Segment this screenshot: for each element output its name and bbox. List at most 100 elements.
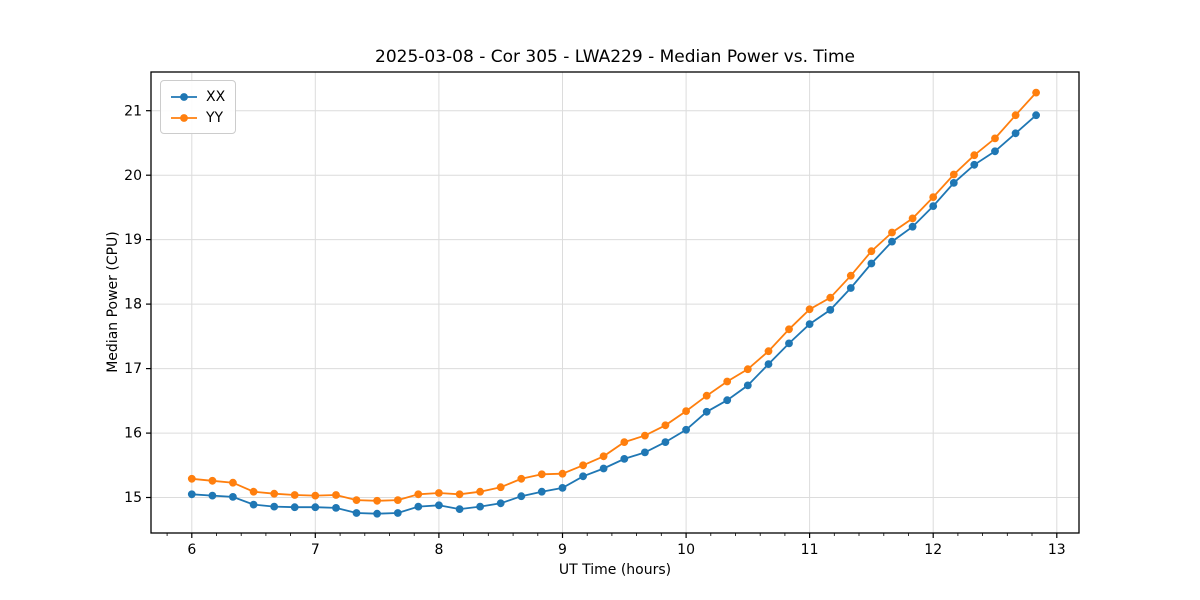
series-marker-yy [826, 293, 835, 302]
series-marker-yy [1011, 111, 1020, 120]
series-marker-yy [785, 325, 793, 334]
series-marker-xx [393, 509, 402, 517]
series-marker-xx [785, 339, 793, 348]
series-marker-yy [949, 170, 958, 179]
legend-marker-yy-icon [171, 113, 197, 122]
series-marker-yy [702, 391, 711, 400]
legend-label-yy: YY [206, 109, 224, 126]
series-marker-yy [393, 496, 402, 504]
series-marker-yy [496, 483, 505, 492]
series-marker-xx [1032, 111, 1040, 120]
legend: XX YY [160, 80, 237, 134]
legend-item-xx: XX [169, 86, 225, 107]
series-marker-xx [991, 147, 999, 156]
series-marker-xx [949, 179, 958, 187]
series-marker-xx [620, 455, 629, 463]
plot-frame [150, 71, 1080, 534]
chart-title: 2025-03-08 - Cor 305 - LWA229 - Median P… [375, 47, 855, 67]
series-marker-yy [579, 461, 587, 470]
x-tick-label: 9 [558, 542, 567, 558]
series-marker-xx [723, 396, 732, 405]
series-marker-yy [208, 476, 217, 485]
legend-marker-xx-icon [171, 92, 197, 101]
series-marker-yy [805, 305, 814, 314]
x-tick-label: 12 [924, 542, 942, 558]
series-marker-yy [435, 489, 443, 497]
series-marker-xx [661, 438, 670, 446]
series-marker-xx [826, 306, 835, 314]
series-marker-yy [1032, 88, 1040, 97]
series-marker-xx [558, 484, 567, 492]
legend-label-xx: XX [206, 88, 226, 105]
series-marker-xx [743, 381, 752, 390]
series-marker-xx [641, 448, 649, 457]
y-tick-label: 21 [124, 103, 142, 119]
series-marker-xx [929, 202, 938, 211]
series-marker-yy [723, 377, 732, 386]
series-marker-yy [908, 214, 917, 223]
series-marker-xx [455, 505, 464, 513]
series-marker-yy [620, 438, 629, 446]
x-tick-label: 13 [1048, 542, 1066, 558]
series-marker-yy [290, 491, 299, 499]
series-marker-yy [414, 490, 423, 499]
series-marker-yy [558, 469, 567, 478]
series-marker-yy [455, 490, 464, 499]
series-marker-yy [373, 496, 381, 505]
series-marker-xx [496, 499, 505, 508]
series-marker-xx [970, 160, 979, 169]
x-tick-label: 7 [311, 542, 320, 558]
series-marker-yy [270, 489, 279, 498]
series-marker-yy [641, 431, 649, 440]
x-tick-label: 6 [187, 542, 196, 558]
series-line-yy [191, 91, 1037, 502]
series-marker-xx [888, 237, 896, 246]
series-marker-yy [682, 407, 690, 415]
series-marker-xx [373, 509, 381, 518]
y-tick-label: 15 [124, 490, 142, 506]
series-marker-xx [290, 503, 299, 512]
series-marker-xx [764, 360, 773, 368]
series-marker-xx [908, 222, 917, 231]
series-marker-yy [332, 491, 340, 499]
series-marker-xx [352, 509, 361, 517]
y-axis-label-text: Median Power (CPU) [105, 231, 122, 373]
y-tick-label: 20 [124, 168, 142, 184]
x-tick-label: 8 [434, 542, 443, 558]
series-marker-yy [888, 228, 896, 237]
series-marker-yy [661, 421, 670, 430]
series-marker-xx [414, 502, 423, 511]
series-marker-xx [332, 504, 340, 512]
series-marker-yy [187, 474, 196, 483]
series-marker-yy [970, 151, 979, 160]
series-marker-xx [682, 425, 690, 434]
y-tick-label: 18 [124, 297, 142, 313]
series-marker-yy [311, 491, 320, 500]
series-marker-xx [702, 407, 711, 416]
series-marker-yy [229, 478, 237, 487]
series-marker-xx [270, 502, 279, 511]
series-marker-xx [435, 501, 443, 510]
y-tick-label: 19 [124, 232, 142, 248]
x-tick-label: 11 [801, 542, 819, 558]
y-tick-label: 17 [124, 361, 142, 377]
series-marker-yy [537, 470, 546, 479]
series-marker-xx [249, 500, 258, 509]
series-marker-xx [846, 284, 855, 292]
x-axis-label: UT Time (hours) [558, 562, 672, 578]
series-marker-yy [249, 487, 258, 496]
series-marker-xx [579, 472, 587, 481]
series-marker-yy [929, 193, 938, 202]
series-marker-xx [208, 491, 217, 500]
series-marker-xx [311, 503, 320, 512]
series-marker-yy [743, 365, 752, 374]
legend-item-yy: YY [169, 107, 225, 128]
series-marker-yy [764, 347, 773, 356]
series-marker-xx [537, 487, 546, 496]
series-marker-xx [476, 502, 484, 511]
series-marker-yy [991, 134, 999, 143]
series-marker-xx [805, 320, 814, 328]
y-tick-label: 16 [124, 426, 142, 442]
